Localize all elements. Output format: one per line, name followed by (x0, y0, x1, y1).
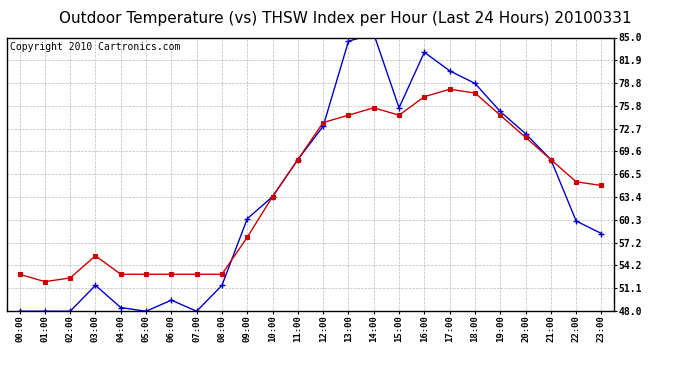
Text: Outdoor Temperature (vs) THSW Index per Hour (Last 24 Hours) 20100331: Outdoor Temperature (vs) THSW Index per … (59, 11, 631, 26)
Text: Copyright 2010 Cartronics.com: Copyright 2010 Cartronics.com (10, 42, 180, 52)
